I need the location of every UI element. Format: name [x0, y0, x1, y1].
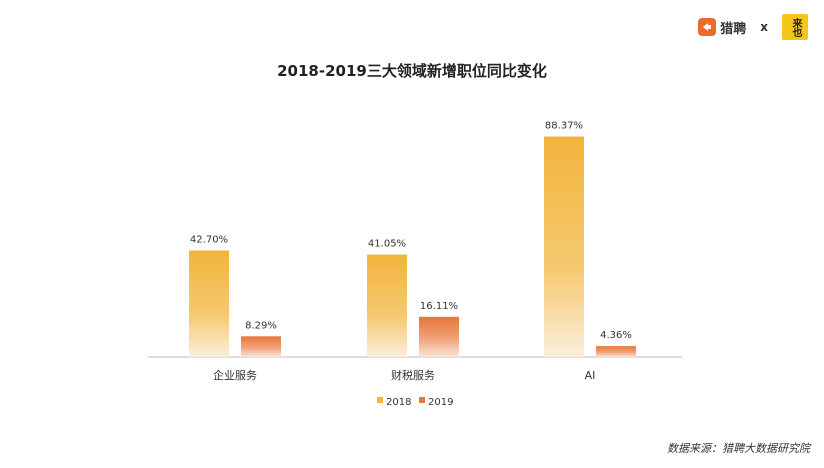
data-label-2019-1: 16.11%	[420, 301, 458, 312]
bar-2018-2	[544, 136, 584, 357]
category-label-0: 企业服务	[213, 368, 257, 382]
legend-label-2018: 2018	[386, 397, 411, 408]
partner-logo: 来也	[782, 14, 808, 40]
brand-name: 猎聘	[720, 21, 747, 37]
data-label-2018-0: 42.70%	[190, 234, 228, 245]
data-label-2019-0: 8.29%	[245, 320, 277, 331]
bar-2019-1	[419, 316, 459, 357]
legend-label-2019: 2019	[428, 397, 453, 408]
legend-swatch-2019	[419, 397, 425, 403]
liepin-logo-icon	[698, 18, 717, 36]
category-label-2: AI	[585, 369, 596, 382]
data-label-2018-2: 88.37%	[545, 121, 583, 132]
bar-2019-2	[596, 346, 636, 357]
bar-2018-0	[189, 250, 229, 357]
chart-title: 2018-2019三大领域新增职位同比变化	[277, 62, 547, 80]
bar-2019-0	[241, 336, 281, 357]
legend-swatch-2018	[377, 397, 383, 403]
brand-header: 猎聘 x 来也	[698, 14, 808, 40]
liepin-logo: 猎聘	[698, 18, 746, 37]
data-label-2019-2: 4.36%	[600, 330, 632, 341]
data-source: 数据来源：猎聘大数据研究院	[667, 442, 810, 455]
bar-2018-1	[367, 254, 407, 357]
brand-separator: x	[760, 20, 768, 34]
category-label-1: 财税服务	[391, 368, 435, 382]
data-label-2018-1: 41.05%	[368, 239, 406, 250]
